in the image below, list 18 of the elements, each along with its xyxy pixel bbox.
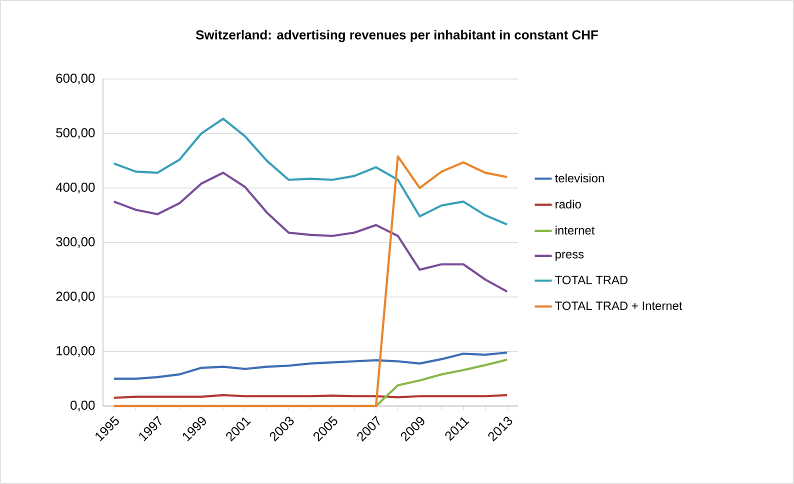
legend-label: internet	[556, 226, 595, 235]
y-tick-label: 400,00	[56, 182, 95, 194]
y-tick-label: 600,00	[56, 74, 95, 84]
legend-label: TOTAL TRAD + Internet	[555, 302, 682, 310]
legend-label: press	[556, 252, 584, 261]
line-series	[112, 118, 508, 226]
line-series	[112, 172, 508, 293]
y-tick-label: 100,00	[56, 346, 95, 357]
line-series	[374, 358, 508, 408]
y-tick-label: 0,00	[70, 400, 95, 412]
line-series	[112, 351, 508, 380]
legend-label: radio	[556, 200, 581, 208]
legend-label: television	[555, 174, 604, 182]
chart-title: Switzerland: advertising revenues per inhabitant in constant CHF	[196, 30, 598, 42]
y-tick-label: 500,00	[56, 128, 95, 139]
y-tick-label: 200,00	[56, 292, 95, 302]
legend-label: TOTAL TRAD	[555, 276, 628, 284]
y-tick-label: 300,00	[56, 237, 95, 248]
